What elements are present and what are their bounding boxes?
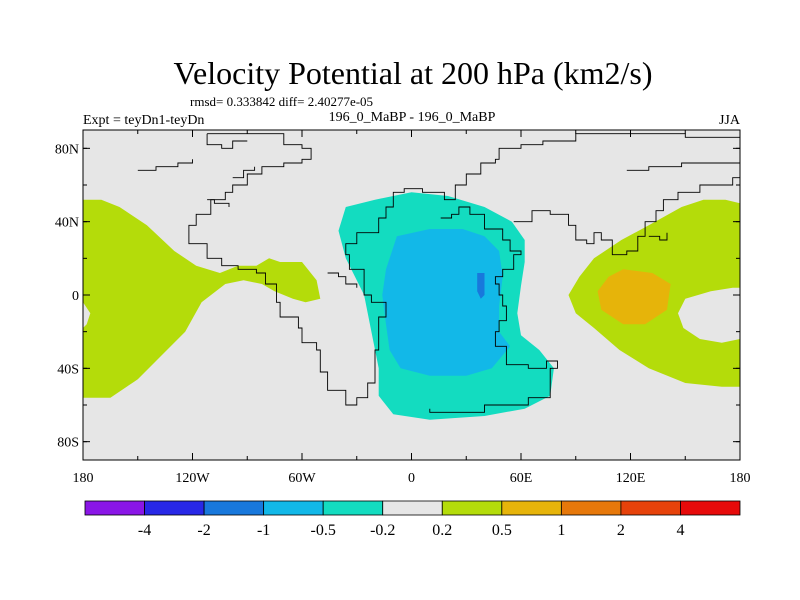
colorbar-label: -2 — [197, 522, 210, 539]
colorbar-label: 0.5 — [492, 522, 512, 539]
colorbar-label: 1 — [557, 522, 565, 539]
colorbar-label: -0.5 — [311, 522, 336, 539]
y-tick-label: 40N — [55, 216, 79, 231]
contour-region-5 — [597, 269, 671, 325]
colorbar-swatch-6 — [441, 500, 503, 516]
y-tick-label: 80S — [57, 436, 79, 451]
colorbar-label: 0.2 — [432, 522, 452, 539]
y-tick-label: 40S — [57, 362, 79, 377]
stats-label: rmsd= 0.333842 diff= 2.40277e-05 — [190, 94, 373, 109]
colorbar-label: -1 — [257, 522, 270, 539]
colorbar-swatch-9 — [620, 500, 681, 516]
chart-title: Velocity Potential at 200 hPa (km2/s) — [173, 55, 652, 91]
colorbar-swatch-4 — [322, 500, 384, 516]
case-label: 196_0_MaBP - 196_0_MaBP — [329, 110, 496, 125]
colorbar-swatch-2 — [203, 500, 265, 516]
colorbar-swatch-1 — [144, 500, 205, 516]
colorbar-label: -4 — [138, 522, 151, 539]
x-tick-label: 180 — [730, 471, 751, 486]
contour-region-3 — [382, 229, 511, 376]
colorbar-swatch-0 — [84, 500, 145, 516]
colorbar-swatch-8 — [560, 500, 622, 516]
contour-region-7 — [83, 302, 91, 328]
colorbar-label: -0.2 — [370, 522, 395, 539]
coastline-4 — [626, 162, 740, 171]
x-tick-label: 120E — [616, 471, 646, 486]
x-tick-label: 60W — [288, 471, 316, 486]
x-tick-label: 0 — [408, 471, 415, 486]
colorbar-label: 4 — [676, 522, 684, 539]
x-tick-label: 60E — [510, 471, 533, 486]
map-plot-area — [82, 129, 741, 461]
map-axes: 180 120W 60W 0 60E 120E 180 80N 40N 0 40S 80S — [55, 130, 751, 486]
coastline-9 — [648, 232, 668, 241]
contour-region-6 — [678, 287, 740, 343]
coastline-0 — [188, 133, 740, 406]
y-tick-label: 80N — [55, 142, 79, 157]
coastline-7 — [327, 272, 358, 288]
colorbar-label: 2 — [617, 522, 625, 539]
contour-region-4 — [477, 273, 485, 299]
colorbar-swatch-5 — [382, 500, 443, 516]
colorbar-swatch-3 — [263, 500, 324, 516]
season-label: JJA — [719, 113, 741, 128]
coastline-1 — [206, 133, 248, 149]
contour-region-0 — [83, 199, 321, 398]
coastline-6 — [232, 166, 256, 179]
x-tick-label: 180 — [73, 471, 94, 486]
coastline-3 — [513, 177, 740, 256]
colorbar: -4 -2 -1 -0.5 -0.2 0.2 0.5 1 2 4 — [84, 500, 741, 539]
colorbar-swatch-7 — [501, 500, 562, 516]
coastline-2 — [429, 206, 558, 413]
x-tick-label: 120W — [175, 471, 210, 486]
y-tick-label: 0 — [72, 289, 79, 304]
coastline-8 — [207, 199, 230, 207]
experiment-label: Expt = teyDn1-teyDn — [83, 113, 204, 128]
colorbar-swatch-10 — [680, 500, 741, 516]
coastline-5 — [137, 159, 193, 171]
